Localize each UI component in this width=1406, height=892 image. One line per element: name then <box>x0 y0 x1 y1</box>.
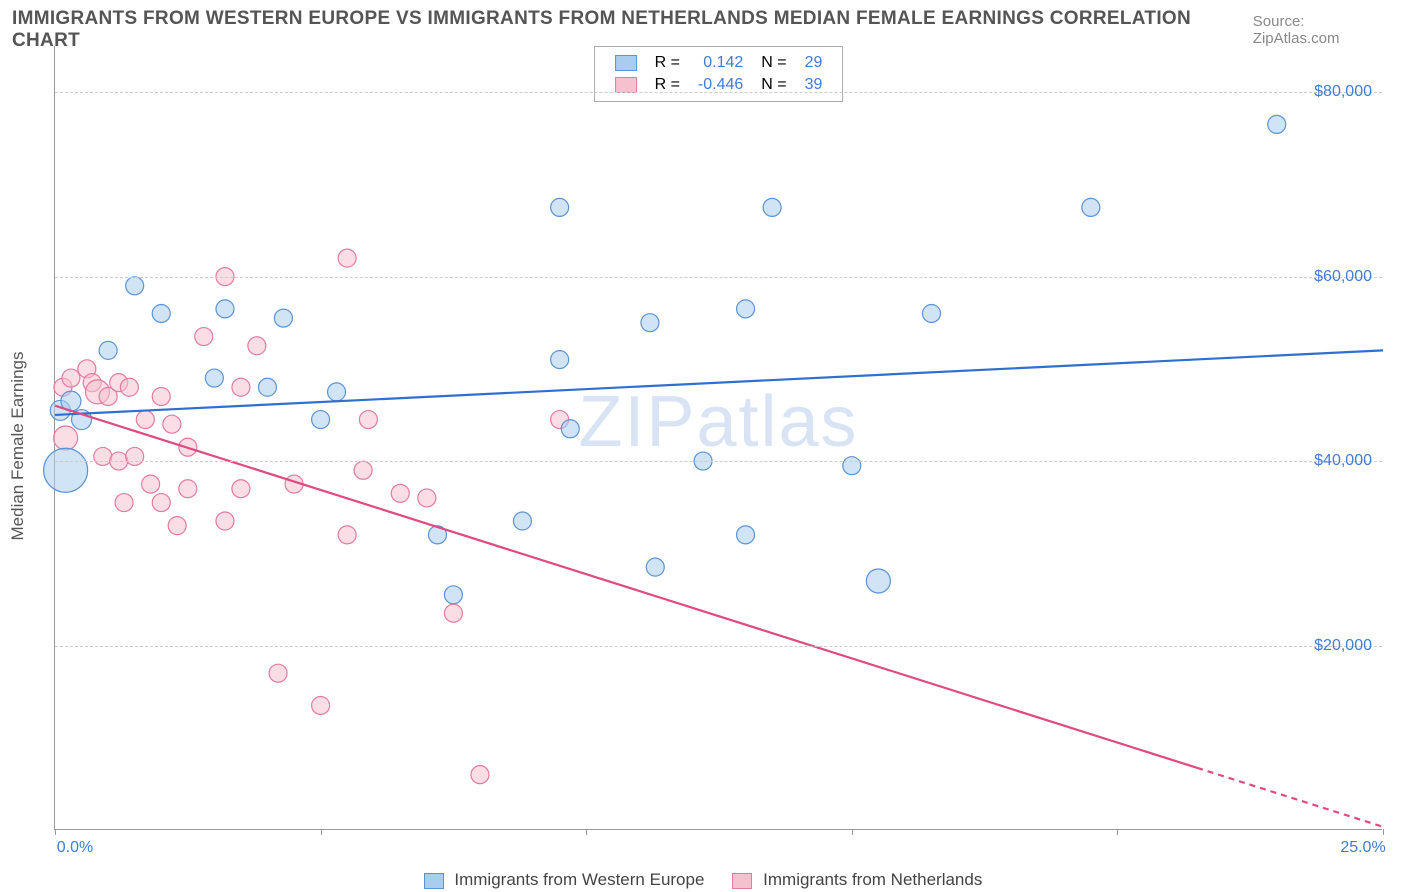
y-tick-label: $20,000 <box>1314 637 1372 655</box>
legend-item-b: Immigrants from Netherlands <box>732 870 982 890</box>
legend-series: Immigrants from Western Europe Immigrant… <box>0 870 1406 890</box>
y-tick-label: $80,000 <box>1314 83 1372 101</box>
y-axis-label: Median Female Earnings <box>8 352 28 541</box>
y-tick-label: $60,000 <box>1314 268 1372 286</box>
source-label: Source: ZipAtlas.com <box>1253 13 1394 47</box>
chart-plot-area: ZIPatlas R = 0.142 N = 29 R = -0.446 N =… <box>54 46 1382 830</box>
legend-swatch-a-icon <box>424 873 444 889</box>
legend-row-a: R = 0.142 N = 29 <box>607 53 831 73</box>
legend-swatch-b <box>615 77 637 93</box>
x-tick-label: 25.0% <box>1340 839 1385 857</box>
y-tick-label: $40,000 <box>1314 452 1372 470</box>
legend-swatch-a <box>615 55 637 71</box>
legend-correlation-box: R = 0.142 N = 29 R = -0.446 N = 39 <box>594 46 844 102</box>
legend-swatch-b-icon <box>732 873 752 889</box>
legend-item-a: Immigrants from Western Europe <box>424 870 705 890</box>
scatter-svg <box>55 46 1382 829</box>
x-tick-label: 0.0% <box>57 839 93 857</box>
